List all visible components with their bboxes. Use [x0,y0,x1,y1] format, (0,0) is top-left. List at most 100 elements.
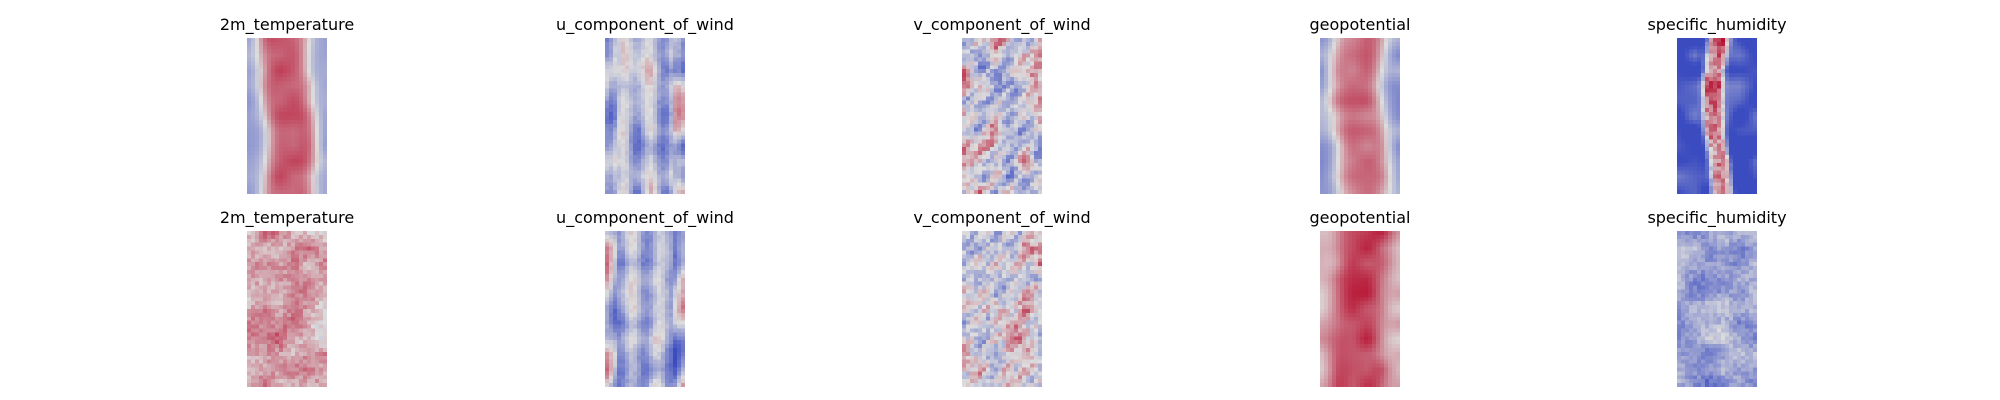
heatmap-cell [1721,45,1726,50]
heatmap-cell [259,258,264,263]
heatmap-cell [275,309,280,314]
heatmap-cell [1713,139,1718,144]
heatmap-cell [1392,158,1397,164]
heatmap-cell [1372,186,1377,191]
heatmap-cell [966,45,971,50]
heatmap-cell [657,112,662,117]
heatmap-cell [645,65,650,70]
heatmap-cell [633,92,638,97]
heatmap-cell [649,162,654,167]
heatmap-cell [291,367,296,372]
heatmap-cell [267,242,272,247]
heatmap-cell [621,155,626,160]
heatmap-cell [1705,119,1710,125]
heatmap-cell [275,49,280,54]
heatmap-cell [1677,73,1682,78]
heatmap-cell [657,242,662,247]
heatmap-cell [311,166,316,171]
heatmap-cell [311,332,316,337]
heatmap-cell [287,174,292,179]
heatmap-cell [1729,84,1734,89]
heatmap-cell [1002,119,1007,125]
heatmap-cell [247,88,252,93]
heatmap-cell [251,355,256,360]
heatmap-cell [1709,88,1714,93]
heatmap-cell [259,53,264,58]
heatmap-cell [990,119,995,125]
heatmap-cell [645,166,650,171]
heatmap-cell [1737,131,1742,136]
heatmap-cell [1677,41,1682,47]
heatmap-cell [1701,158,1706,164]
heatmap-cell [1384,155,1389,160]
heatmap-cell [1360,131,1365,136]
heatmap-cell [283,108,288,113]
heatmap-cell [255,242,260,247]
heatmap-cell [275,170,280,175]
heatmap-cell [617,174,622,179]
heatmap-cell [275,375,280,380]
heatmap-cell [1320,100,1325,105]
heatmap-cell [323,143,327,148]
heatmap-cell [275,57,280,62]
heatmap-cell [982,155,987,160]
heatmap-cell [275,344,280,349]
heatmap-cell [251,53,256,58]
heatmap-cell [1396,147,1400,152]
heatmap-cell [303,301,308,306]
heatmap-cell [307,242,312,247]
heatmap-cell [1693,162,1698,167]
heatmap-cell [613,174,618,179]
heatmap-cell [1356,92,1361,97]
heatmap-cell [291,355,296,360]
heatmap-cell [637,119,642,125]
heatmap-cell [982,131,987,136]
heatmap-cell [1352,84,1357,89]
heatmap-cell [637,166,642,171]
heatmap-cell [319,143,324,148]
heatmap-cell [1320,166,1325,171]
heatmap-cell [259,340,264,345]
heatmap-cell [1010,174,1015,179]
heatmap-cell [1388,73,1393,78]
heatmap-cell [966,104,971,109]
heatmap-cell [677,45,682,50]
heatmap-cell [1376,100,1381,105]
heatmap-cell [669,84,674,89]
heatmap-cell [617,178,622,183]
heatmap-cell [307,69,312,74]
heatmap-cell [1356,147,1361,152]
heatmap-cell [994,158,999,164]
heatmap-cell [295,312,300,318]
heatmap-cell [1038,151,1042,156]
heatmap-cell [263,324,268,329]
heatmap-cell [1376,73,1381,78]
heatmap-cell [962,112,967,117]
heatmap-cell [271,49,276,54]
heatmap-cell [1332,174,1337,179]
heatmap-cell [1332,119,1337,125]
heatmap-cell [990,49,995,54]
heatmap-cell [1709,174,1714,179]
heatmap-cell [267,38,272,43]
heatmap-cell [259,348,264,353]
heatmap-cell [291,363,296,368]
heatmap-cell [295,258,300,263]
heatmap-cell [1713,53,1718,58]
heatmap-cell [657,123,662,128]
heatmap-cell [287,254,292,259]
heatmap-cell [986,104,991,109]
heatmap-cell [295,77,300,82]
heatmap-cell [319,254,324,259]
heatmap-cell [1380,174,1385,179]
heatmap-cell [994,174,999,179]
heatmap-cell [255,273,260,279]
heatmap-cell [665,123,670,128]
heatmap-cell [617,127,622,132]
heatmap-cell [247,234,252,240]
heatmap-cell [1697,182,1702,187]
heatmap-cell [990,155,995,160]
heatmap-cell [303,367,308,372]
heatmap-cell [677,139,682,144]
heatmap-cell [1014,147,1019,152]
